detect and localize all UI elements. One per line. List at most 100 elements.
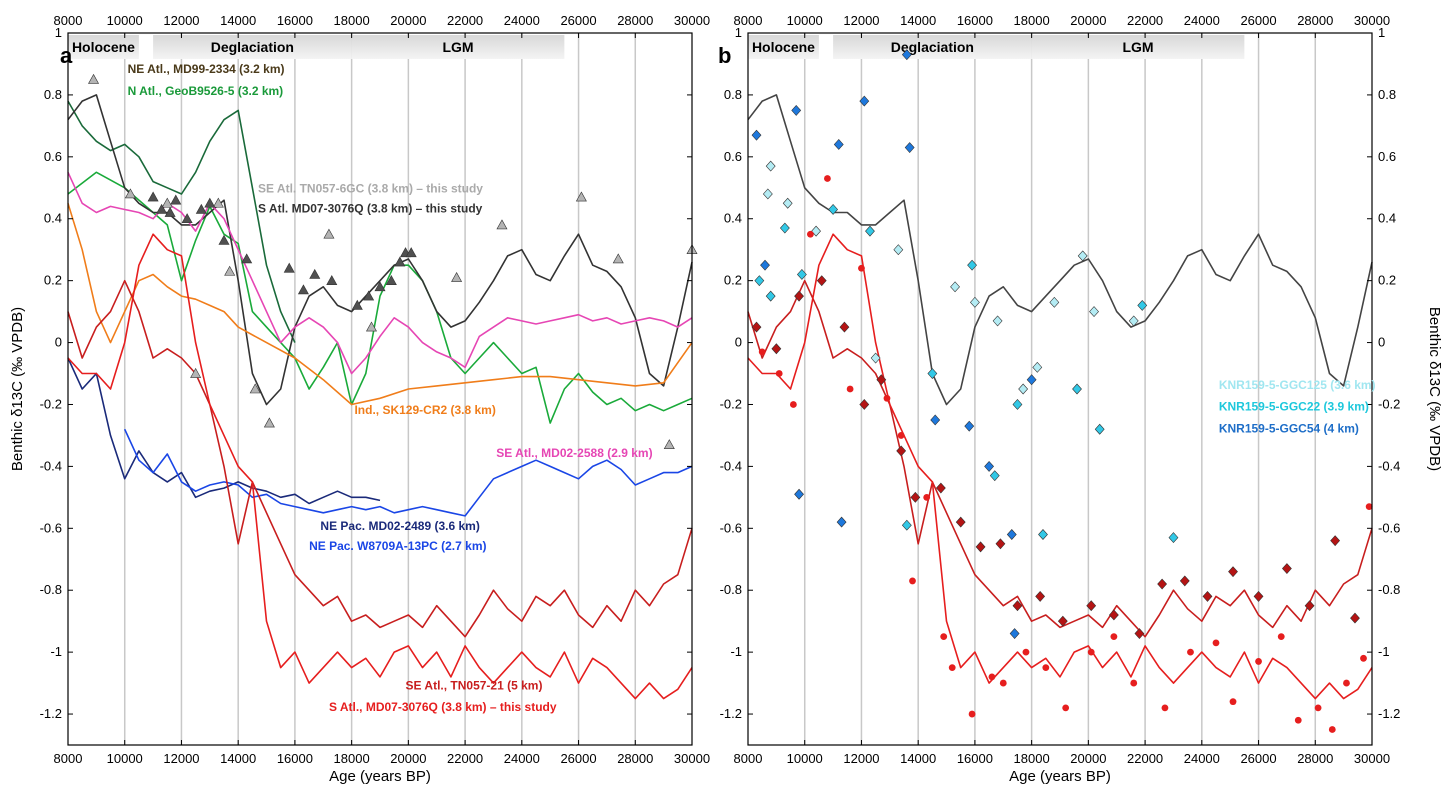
x-tick-label: 26000	[560, 751, 596, 766]
data-point	[1009, 628, 1020, 640]
y-tick-label: 0.4	[44, 211, 62, 226]
data-point	[164, 206, 176, 217]
y-axis-label: Benthic δ13C (‰ VPDB)	[9, 307, 26, 471]
x-tick-label: 16000	[277, 751, 313, 766]
data-point	[1187, 648, 1194, 656]
data-point	[901, 49, 912, 61]
data-point	[170, 194, 182, 205]
data-point	[1304, 600, 1315, 612]
x-tick-label: 12000	[843, 751, 879, 766]
data-point	[955, 516, 966, 528]
data-point	[940, 633, 948, 641]
data-point	[1134, 628, 1145, 640]
data-point	[663, 439, 675, 450]
data-point	[1350, 612, 1360, 624]
data-point	[190, 367, 202, 378]
x-tick-label: 14000	[900, 751, 936, 766]
data-point	[1006, 529, 1017, 540]
data-point	[1360, 654, 1367, 662]
data-point	[967, 259, 977, 271]
x-tick-label: 20000	[1070, 751, 1106, 766]
y-tick-label: 0.4	[1378, 211, 1396, 226]
data-point	[816, 275, 827, 287]
panel-label: a	[60, 43, 73, 68]
data-point	[124, 188, 136, 199]
y-tick-label: 0.8	[724, 87, 742, 102]
data-point	[156, 203, 168, 214]
data-point	[241, 253, 253, 264]
series-annotation: KNR159-5-GGC54 (4 km)	[1219, 421, 1359, 435]
data-point	[760, 259, 770, 271]
plot-frame	[747, 32, 1373, 746]
era-band	[833, 35, 1032, 59]
chart-panel-a: Holocene Deglaciation LGM 8000 8000 10000 1000…	[9, 13, 710, 785]
data-point	[1077, 250, 1088, 262]
data-point	[846, 385, 854, 393]
era-label: Holocene	[752, 39, 815, 55]
series-annotation: KNR159-5-GGC22 (3.9 km)	[1219, 400, 1369, 414]
data-point	[893, 244, 904, 256]
series-line	[123, 428, 693, 517]
data-point	[807, 230, 814, 238]
data-point	[1057, 615, 1068, 627]
series-annotation: N Atl., GeoB9526-5 (3.2 km)	[128, 84, 284, 98]
chart-panel-b: Holocene Deglaciation LGM80008000100001000…	[718, 13, 1443, 785]
data-point	[901, 519, 912, 531]
data-point	[789, 401, 797, 408]
data-point	[876, 374, 887, 386]
series-line	[67, 279, 693, 638]
data-point	[1343, 679, 1350, 687]
x-tick-label: 26000	[1240, 751, 1276, 766]
data-point	[865, 225, 875, 237]
data-point	[1094, 423, 1105, 435]
data-point	[779, 222, 790, 234]
x-tick-label: 28000	[1297, 751, 1333, 766]
data-point	[927, 368, 938, 379]
series-line	[67, 94, 693, 406]
data-point	[224, 265, 236, 276]
data-point	[896, 445, 907, 457]
y-tick-label: -0.6	[720, 520, 742, 535]
data-point	[762, 188, 773, 200]
y-tick-label: 0.2	[1378, 273, 1396, 288]
data-point	[1212, 639, 1220, 647]
data-point	[451, 271, 463, 282]
y-axis-label: Benthic δ13C (‰ VPDB)	[1426, 307, 1443, 471]
data-point	[323, 228, 335, 239]
data-point	[909, 577, 916, 585]
x-axis-label: Age (years BP)	[1009, 768, 1111, 785]
data-point	[1229, 698, 1237, 706]
data-point	[283, 262, 295, 273]
data-point	[833, 138, 844, 150]
data-point	[374, 281, 386, 292]
data-point	[1137, 299, 1148, 311]
series-line	[747, 279, 1373, 638]
data-point	[365, 321, 378, 332]
data-point	[1089, 306, 1099, 318]
data-point	[218, 234, 230, 245]
data-point	[751, 321, 762, 333]
x-tick-label: 10000	[787, 13, 823, 28]
x-tick-label: 20000	[390, 13, 426, 28]
series-annotation: NE Atl., MD99-2334 (3.2 km)	[128, 62, 285, 76]
y-tick-label: 1	[55, 25, 62, 40]
x-tick-label: 24000	[504, 13, 540, 28]
data-point	[970, 296, 980, 308]
x-tick-label: 10000	[787, 751, 823, 766]
data-point	[910, 491, 921, 503]
era-label: LGM	[1122, 39, 1153, 55]
series-annotation: KNR159-5-GGC125 (3.6 km)	[1219, 378, 1376, 392]
data-point	[791, 104, 802, 116]
y-tick-label: -1	[1378, 644, 1390, 659]
data-point	[1161, 704, 1169, 712]
era-band	[153, 35, 352, 59]
data-point	[796, 269, 807, 280]
data-point	[758, 348, 766, 356]
x-tick-label: 12000	[163, 13, 199, 28]
x-tick-label: 30000	[1354, 751, 1390, 766]
data-point	[1035, 590, 1046, 602]
y-tick-label: 0.2	[724, 273, 742, 288]
x-tick-label: 14000	[220, 13, 256, 28]
data-point	[1018, 383, 1029, 395]
data-point	[1314, 704, 1322, 712]
